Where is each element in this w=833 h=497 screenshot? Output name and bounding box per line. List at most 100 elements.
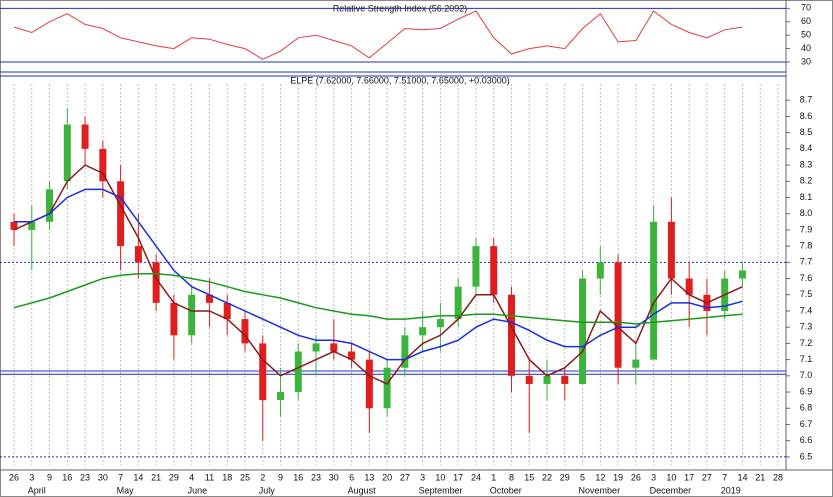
y-tick-label: 8.4 (800, 143, 813, 153)
moving-average (13, 272, 743, 325)
candle-body (10, 221, 18, 230)
x-tick-label: 27 (702, 472, 712, 482)
x-tick-label: 2 (260, 472, 265, 482)
candle-body (596, 262, 604, 279)
candle-body (63, 124, 71, 182)
candle-body (348, 351, 356, 360)
x-tick-label: 6 (349, 472, 354, 482)
y-tick-label: 6.6 (800, 435, 813, 445)
candle-body (330, 343, 338, 352)
candle-body (365, 359, 373, 409)
candle-body (312, 343, 320, 352)
candle-body (117, 181, 125, 247)
month-label: April (28, 485, 46, 495)
y-tick-label: 60 (801, 16, 811, 26)
candle-body (738, 270, 746, 279)
x-tick-label: 15 (524, 472, 534, 482)
candle-body (454, 286, 462, 320)
month-label: 2019 (721, 485, 741, 495)
y-tick-label: 7.6 (800, 273, 813, 283)
candle-body (188, 294, 196, 336)
candle-body (170, 302, 178, 336)
month-label: September (419, 485, 463, 495)
candle-body (259, 343, 267, 401)
y-tick-label: 40 (801, 43, 811, 53)
x-tick-label: 4 (189, 472, 194, 482)
x-tick-label: 27 (400, 472, 410, 482)
x-tick-label: 19 (613, 472, 623, 482)
month-label: December (650, 485, 692, 495)
x-tick-label: 9 (278, 472, 283, 482)
candle-body (277, 392, 285, 401)
candle-body (436, 319, 444, 328)
x-tick-label: 14 (133, 472, 143, 482)
y-tick-label: 8.6 (800, 111, 813, 121)
candle-body (650, 221, 658, 360)
y-tick-label: 7.2 (800, 338, 813, 348)
x-tick-label: 1 (491, 472, 496, 482)
candle-body (472, 246, 480, 287)
x-tick-label: 10 (666, 472, 676, 482)
candle-body (294, 351, 302, 393)
month-label: May (117, 485, 135, 495)
x-tick-label: 13 (364, 472, 374, 482)
moving-average (13, 164, 743, 385)
y-tick-label: 6.8 (800, 403, 813, 413)
x-tick-label: 18 (222, 472, 232, 482)
candle-body (419, 327, 427, 336)
x-tick-label: 24 (471, 472, 481, 482)
y-tick-label: 7.8 (800, 241, 813, 251)
candle-body (205, 294, 213, 303)
y-tick-label: 70 (801, 3, 811, 13)
x-tick-label: 29 (560, 472, 570, 482)
x-tick-label: 3 (420, 472, 425, 482)
moving-average (14, 188, 743, 361)
rsi-line (13, 10, 743, 60)
y-tick-label: 7.9 (800, 224, 813, 234)
month-label: November (579, 485, 621, 495)
candle-body (685, 278, 693, 295)
x-tick-label: 7 (722, 472, 727, 482)
x-tick-label: 21 (151, 472, 161, 482)
x-tick-label: 25 (240, 472, 250, 482)
y-tick-label: 6.5 (800, 451, 813, 461)
y-tick-label: 7.3 (800, 322, 813, 332)
x-tick-label: 11 (205, 472, 214, 482)
x-tick-label: 10 (435, 472, 445, 482)
x-tick-label: 16 (62, 472, 72, 482)
candle-body (241, 319, 249, 344)
x-tick-label: 5 (580, 472, 585, 482)
x-tick-label: 30 (98, 472, 108, 482)
y-tick-label: 7.4 (800, 305, 813, 315)
x-tick-label: 30 (329, 472, 339, 482)
y-tick-label: 7.1 (800, 354, 813, 364)
candle-body (99, 148, 107, 182)
x-tick-label: 22 (542, 472, 552, 482)
candle-body (134, 246, 142, 263)
x-tick-label: 17 (453, 472, 463, 482)
y-tick-label: 8.5 (800, 127, 813, 137)
x-tick-label: 28 (773, 472, 783, 482)
candle-body (28, 221, 36, 230)
x-tick-label: 16 (293, 472, 303, 482)
x-tick-label: 21 (755, 472, 765, 482)
candle-body (401, 335, 409, 368)
x-tick-label: 12 (595, 472, 605, 482)
x-tick-label: 3 (29, 472, 34, 482)
y-tick-label: 8.0 (800, 208, 813, 218)
price-title: ELPE (7.62000, 7.66000, 7.51000, 7.65000… (290, 75, 509, 85)
x-tick-label: 29 (169, 472, 179, 482)
candle-body (152, 262, 160, 303)
x-tick-label: 17 (684, 472, 694, 482)
candle-body (223, 302, 231, 320)
candle-body (525, 375, 533, 384)
month-label: October (490, 485, 522, 495)
y-tick-label: 6.7 (800, 419, 813, 429)
candle-body (46, 189, 54, 222)
x-tick-label: 14 (737, 472, 747, 482)
candle-body (561, 375, 569, 384)
x-tick-label: 7 (118, 472, 123, 482)
x-tick-label: 9 (47, 472, 52, 482)
